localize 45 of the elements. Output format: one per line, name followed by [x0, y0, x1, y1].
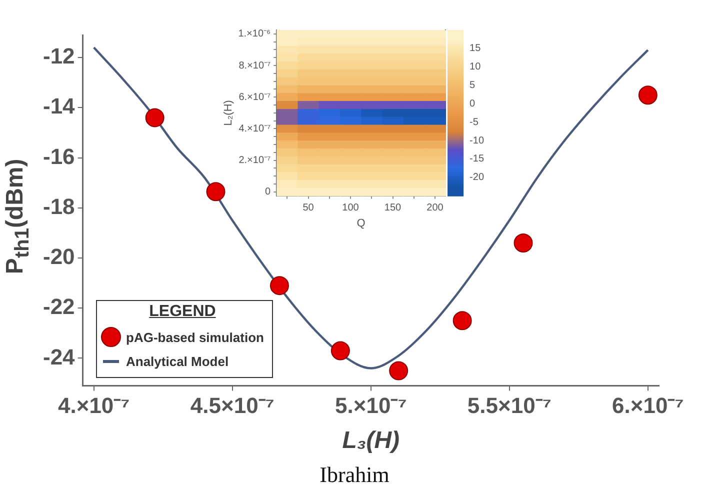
point	[145, 108, 164, 128]
color-bar-label: 0	[470, 98, 476, 110]
y-tick-label: 6.×10⁻⁷	[238, 92, 271, 103]
point	[452, 311, 472, 330]
y-tick-label: 4.×10⁻⁷	[238, 123, 271, 134]
color-bar-label: -20	[470, 172, 484, 184]
color-bar-label: 10	[470, 62, 482, 73]
color-bar-label: 15	[470, 43, 482, 54]
legend-label: Analytical Model	[126, 354, 229, 368]
point	[389, 361, 408, 380]
color-bar-label: -5	[470, 116, 479, 128]
point	[514, 233, 533, 252]
y-tick-label: -14	[43, 94, 76, 119]
color-bar-label: -10	[470, 135, 484, 146]
line-series	[92, 46, 650, 370]
x-tick-label: 150	[384, 202, 402, 214]
y-tick-label: -22	[43, 294, 75, 320]
y-axis-title: L₂(H)	[222, 100, 235, 126]
y-tick-label: -16	[43, 144, 75, 169]
color-bar-label: 5	[470, 80, 476, 92]
y-tick-label: 0	[265, 186, 272, 198]
y-tick-label: 1.×10⁻⁶	[238, 28, 271, 40]
x-axis-title: Q	[356, 217, 366, 230]
y-tick-label: -24	[43, 344, 76, 370]
y-tick-label: 2.×10⁻⁷	[238, 155, 271, 166]
x-tick-label: 6.×10⁻⁷	[612, 393, 684, 418]
y-tick-label: -20	[43, 244, 75, 270]
point	[638, 86, 658, 105]
x-tick-label: 100	[342, 202, 360, 214]
y-tick-label: 8.×10⁻⁷	[238, 60, 271, 72]
legend-title: LEGEND	[148, 303, 217, 321]
y-tick-label: -18	[43, 194, 75, 219]
x-tick-label: 200	[426, 202, 444, 214]
x-tick-label: 50	[302, 202, 314, 214]
x-tick-label: 5.×10⁻⁷	[335, 393, 407, 418]
point	[270, 276, 289, 296]
legend-label: pAG-based simulation	[126, 330, 264, 344]
y-tick-label: -12	[43, 44, 75, 69]
x-tick-label: 5.5×10⁻⁷	[467, 393, 552, 418]
point	[206, 182, 226, 202]
x-tick-label: 4.5×10⁻⁷	[190, 393, 274, 418]
text: Ibrahim	[318, 462, 390, 488]
x-axis-title: L₃(H)	[342, 427, 400, 454]
point	[330, 341, 350, 360]
color-bar-label: -15	[470, 154, 484, 165]
